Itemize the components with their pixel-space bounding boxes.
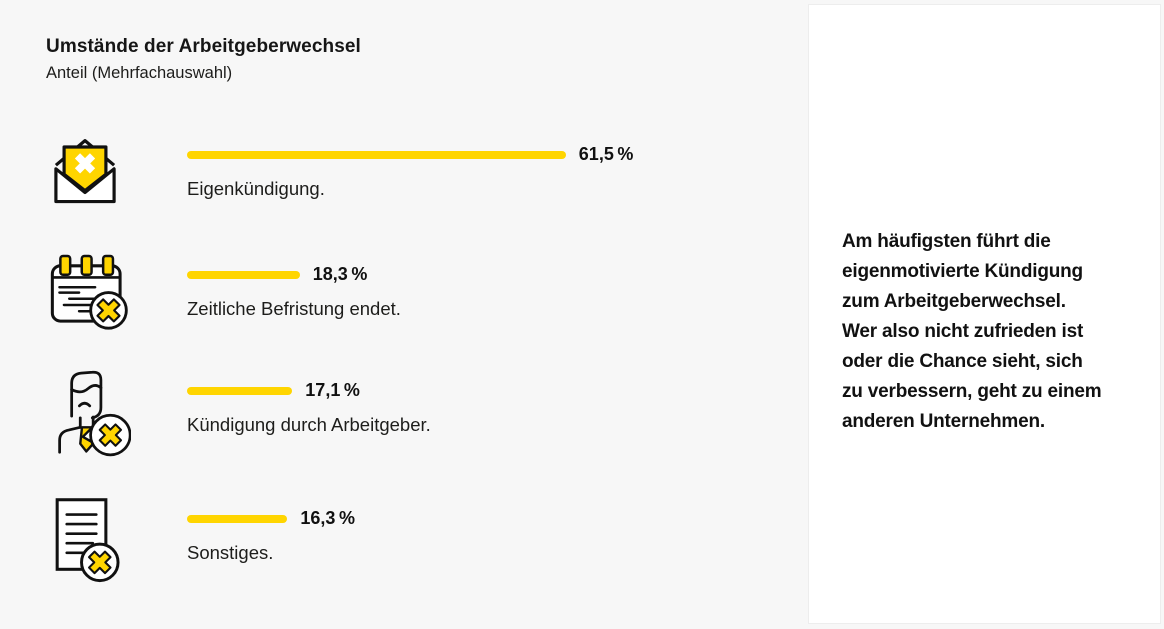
sidebar-card: Am häufigsten führt die eigenmotivierte … <box>808 4 1161 624</box>
sidebar-annotation-text: Am häufigsten führt die eigenmotivierte … <box>842 231 1102 432</box>
page-title: Umstände der Arbeitgeberwechsel <box>46 36 361 57</box>
value-label: 18,3 % <box>312 264 368 284</box>
infographic-chart: Umstände der Arbeitgeberwechsel Anteil (… <box>45 36 765 592</box>
page-subtitle: Anteil (Mehrfachauswahl) <box>46 64 233 82</box>
category-label: Eigenkündigung. <box>187 178 325 199</box>
value-label: 17,1 % <box>305 380 360 400</box>
person-dismissal-icon <box>45 364 131 458</box>
bar-row: 17,1 % Kündigung durch Arbeitgeber. <box>45 364 765 464</box>
bar-row: 61,5 % Eigenkündigung. <box>45 128 765 228</box>
bar <box>187 514 288 523</box>
category-label: Sonstiges. <box>187 542 274 563</box>
value-label: 61,5 % <box>578 144 634 164</box>
bar-row: 16,3 % Sonstiges. <box>45 492 765 592</box>
envelope-cancel-icon <box>45 128 125 206</box>
value-label: 16,3 % <box>300 508 356 528</box>
category-label: Kündigung durch Arbeitgeber. <box>187 414 431 435</box>
document-cancel-icon <box>45 492 125 584</box>
bar-row: 18,3 % Zeitliche Befristung endet. <box>45 248 765 348</box>
bar <box>187 270 300 279</box>
bar <box>187 150 566 159</box>
category-label: Zeitliche Befristung endet. <box>187 298 401 319</box>
calendar-cancel-icon <box>45 248 131 330</box>
bar <box>187 386 293 395</box>
